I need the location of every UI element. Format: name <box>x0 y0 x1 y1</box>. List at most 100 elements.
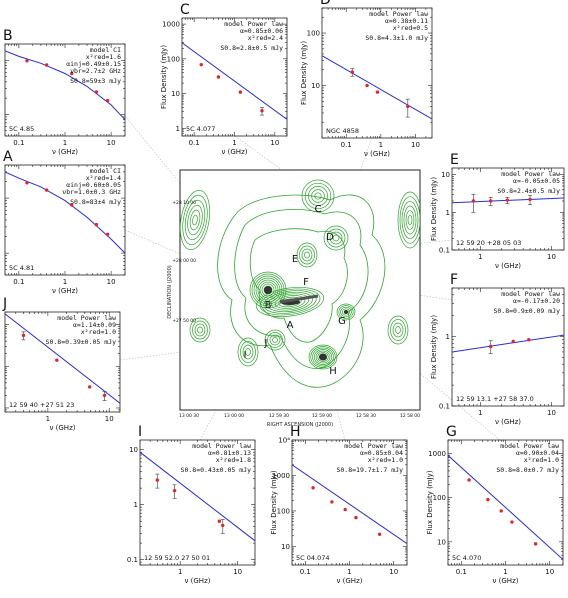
data-point <box>94 90 99 94</box>
x-tick-label: 10 <box>107 278 116 286</box>
data-point <box>94 222 99 227</box>
fit-parameter: α=0.38±0.11 <box>385 17 428 25</box>
contour-ring <box>270 293 310 311</box>
contour-ring <box>299 245 315 265</box>
model-label: model Power law <box>369 10 428 18</box>
data-point <box>172 488 177 493</box>
radio-map: B A C D E F G H I J +28 10 00 +28 00 00 +27 50 00 1… <box>167 169 421 428</box>
contour-ring <box>255 277 281 303</box>
y-tick-label: 1000 <box>272 472 290 480</box>
map-x-tick-label: 12 58 00 <box>400 413 420 419</box>
y-tick-label: 10 <box>129 446 138 454</box>
contour-ring <box>308 344 338 370</box>
flux-label: S0.8=2.8±0.5 mJy <box>220 44 283 52</box>
data-point <box>260 109 264 113</box>
data-point <box>44 63 49 67</box>
contour-envelope <box>217 194 386 388</box>
contour-ring <box>251 273 285 307</box>
fit-parameter: α=-0.17±0.20 <box>513 297 560 305</box>
contour-ring <box>315 350 331 364</box>
data-point <box>377 532 382 536</box>
fit-parameter: αinj=0.49±0.15 <box>66 60 121 68</box>
contour-ring <box>401 200 419 240</box>
x-axis-label: ν (GHz) <box>495 262 521 270</box>
x-tick-label: 0.1 <box>300 568 311 576</box>
map-label-e: E <box>292 254 298 265</box>
y-tick-label: 10 <box>281 543 290 551</box>
model-label: model Power law <box>192 442 251 450</box>
contour-ring <box>342 308 350 316</box>
flux-label: S0.8=2.4±0.5 mJy <box>497 187 560 195</box>
x-tick-label: 10 <box>107 139 116 147</box>
contour-ring <box>267 332 283 348</box>
model-label: model Power law <box>344 442 403 450</box>
y-tick-label: 1 <box>446 209 450 217</box>
contour-ring <box>397 191 420 249</box>
fit-parameter: x²red=2.4 <box>248 34 283 42</box>
data-point <box>365 83 369 88</box>
source-name: 12 59 52.0 27 50 01 <box>144 554 210 562</box>
x-tick-label: 10 <box>411 141 420 149</box>
data-point <box>44 188 49 192</box>
source-core <box>344 310 348 314</box>
x-tick-label: 10 <box>389 568 398 576</box>
contour-ring <box>403 205 417 235</box>
model-label: model Power law <box>501 290 560 298</box>
source-name: 5C 4.85 <box>9 125 34 133</box>
x-tick-label: 10 <box>547 409 556 417</box>
contour-ring <box>304 251 310 259</box>
data-point <box>105 232 110 236</box>
fit-parameter: x²red=1.4 <box>86 174 121 182</box>
x-tick-label: 0.1 <box>13 139 24 147</box>
y-axis-label: Flux Density (mJy) <box>270 470 278 534</box>
contour-ring <box>189 209 201 231</box>
map-label-i: I <box>244 350 247 361</box>
panel-frame <box>321 7 433 139</box>
panel-letter: F <box>450 272 458 288</box>
y-tick-label: 0.1 <box>127 556 138 564</box>
source-name: 12 59 13.1 +27 58 37.0 <box>456 395 534 403</box>
contour-ring <box>245 348 251 356</box>
data-point <box>354 515 358 520</box>
map-y-ticks: +28 10 00 +28 00 00 +27 50 00 <box>172 200 196 324</box>
data-point <box>350 70 355 74</box>
data-point <box>528 197 532 202</box>
panel-letter: H <box>290 424 301 440</box>
map-x-ticks: 13 00 30 13 00 00 12 59 30 12 59 00 12 58 30… <box>179 413 420 419</box>
fit-parameter: x²red=1.8 <box>216 456 251 464</box>
contour-ring <box>267 291 313 313</box>
x-tick-label: 1 <box>63 278 67 286</box>
fit-parameter: x²red=1.6 <box>86 53 121 61</box>
x-tick-label: 0.1 <box>456 568 467 576</box>
data-point <box>505 198 510 202</box>
contour-ring <box>332 234 340 242</box>
map-label-b: B <box>265 300 272 311</box>
model-fit-line <box>5 171 125 254</box>
y-axis-label: Flux Density (mJy) <box>426 470 434 534</box>
model-fit-line <box>292 464 407 545</box>
x-axis-label: ν (GHz) <box>52 148 78 156</box>
spectrum-panel-c: 0.1 1 10 1 10 100 1000 ν (GHz) Flux Density (mJy… <box>160 2 288 156</box>
panel-frame <box>139 439 256 566</box>
data-point <box>25 59 29 63</box>
map-y-tick-label: +28 00 00 <box>172 258 196 264</box>
contour-ring <box>180 190 211 250</box>
data-point <box>406 104 410 109</box>
x-axis-label: ν (GHz) <box>337 577 363 585</box>
data-point <box>21 333 26 338</box>
contour-ring <box>399 196 420 244</box>
connector-line <box>345 311 501 441</box>
fit-parameter: νbr=2.7±2 GHz <box>70 67 121 75</box>
contour-ring <box>255 287 325 317</box>
spectrum-panel-h: 0.1 1 10 10 100 1000 10⁴ ν (GHz) Flux Density (m… <box>270 424 408 585</box>
panel-frame <box>447 439 564 566</box>
x-tick-label: 0.1 <box>13 278 24 286</box>
panel-letter: J <box>2 296 7 312</box>
contour-ring <box>314 192 322 200</box>
model-label: model CI <box>90 46 121 54</box>
contour-ring <box>249 271 287 309</box>
